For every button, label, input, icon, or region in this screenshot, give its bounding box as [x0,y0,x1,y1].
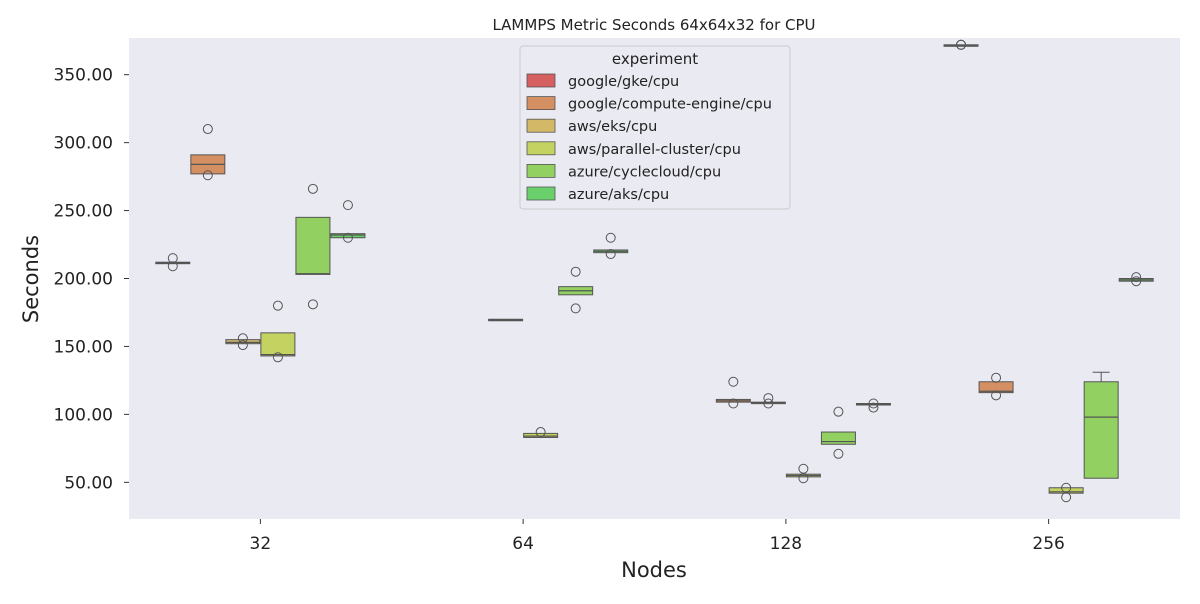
legend-swatch [526,141,556,156]
box-outlier [1061,492,1072,503]
series-azure-aks-cpu [330,200,1154,413]
box-outlier [307,299,318,310]
legend-label: google/gke/cpu [568,74,679,90]
legend-swatch [526,186,556,201]
series-azure-cyclecloud-cpu [295,183,1119,479]
box-outlier [1061,482,1072,493]
box-body [295,216,331,275]
box-outlier [342,200,353,211]
box-body [330,233,366,239]
box-outlier [167,253,178,264]
series-aws-eks-cpu [225,318,786,409]
x-tick-label: 32 [250,534,272,554]
y-axis-label: Seconds [19,235,43,323]
x-tick-label: 64 [512,534,534,554]
box-outlier [202,170,213,181]
legend-swatch [526,163,556,178]
box-outlier [1131,276,1142,287]
box-outlier [237,333,248,344]
box-body [1083,381,1119,479]
box-outlier [570,266,581,277]
y-tick-label: 250.00 [54,202,113,222]
box-outlier [167,261,178,272]
box-outlier [728,376,739,387]
box-outlier [833,448,844,459]
x-axis-label: Nodes [621,558,687,582]
legend-label: azure/cyclecloud/cpu [568,164,721,180]
box-outlier [272,352,283,363]
series-google-gke-cpu [155,39,979,272]
box-outlier [798,463,809,474]
y-tick-label: 300.00 [54,134,113,154]
box-outlier [868,402,879,413]
box-outlier [342,232,353,243]
box-outlier [763,393,774,404]
box-outlier [868,398,879,409]
box-outlier [605,232,616,243]
box-outlier [535,427,546,438]
box-outlier [202,124,213,135]
box-outlier [991,390,1002,401]
box-body [820,431,856,445]
box-outlier [272,300,283,311]
box-outlier [956,39,967,50]
y-tick-label: 100.00 [54,405,113,425]
box-outlier [833,406,844,417]
y-tick-label: 50.00 [64,473,113,493]
legend-label: aws/parallel-cluster/cpu [568,142,741,158]
legend-label: azure/aks/cpu [568,187,669,203]
y-tick-label: 200.00 [54,270,113,290]
box-outlier [763,398,774,409]
series-aws-parallel-cluster-cpu [260,300,1084,503]
box-outlier [570,303,581,314]
y-tick-label: 150.00 [54,337,113,357]
box-outlier [237,340,248,351]
legend-swatch [526,96,556,110]
chart-title: LAMMPS Metric Seconds 64x64x32 for CPU [492,16,815,34]
y-tick-label: 350.00 [54,66,113,86]
box-body [225,339,261,345]
legend-label: google/compute-engine/cpu [568,97,772,113]
legend-swatch [526,118,556,133]
box-outlier [605,249,616,260]
x-tick-label: 128 [770,534,802,554]
box-outlier [307,183,318,194]
legend-label: aws/eks/cpu [568,119,657,135]
box-outlier [1131,272,1142,283]
chart-marks: 50.00 100.00 150.00 200.00 250.00 300.00 350.0… [54,39,1154,554]
box-outlier [798,473,809,484]
legend-frame [519,45,791,210]
legend-title: experiment [612,50,698,68]
series-google-compute-engine-cpu [190,124,1014,409]
box-outlier [991,372,1002,383]
x-tick-label: 256 [1032,534,1064,554]
box-body [260,332,296,357]
legend: experiment google/gke/cpu google/compute-… [519,45,791,210]
box-body [523,432,559,438]
legend-swatch [526,73,556,88]
box-outlier [728,398,739,409]
